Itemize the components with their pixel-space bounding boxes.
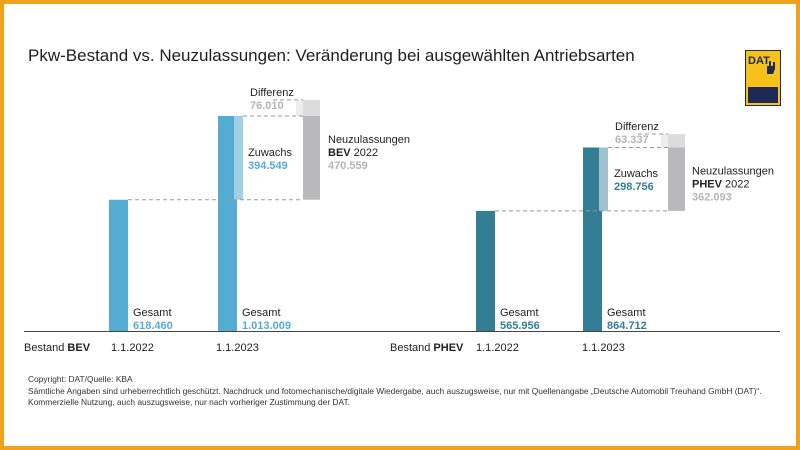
bar-value-label: 864.712 xyxy=(607,320,647,332)
registrations-type-label: BEV 2022 xyxy=(328,147,378,159)
growth-bar-phev xyxy=(599,147,608,211)
axis-group-label: Bestand BEV xyxy=(24,342,91,354)
difference-value-label: 76.010 xyxy=(250,100,284,112)
registrations-bar-bev xyxy=(303,116,320,200)
difference-bar-bev xyxy=(303,99,320,116)
category-tick-label: 1.1.2022 xyxy=(111,342,154,354)
footer-copyright: Copyright: DAT/Quelle: KBA xyxy=(28,374,133,384)
bar-label-gesamt: Gesamt xyxy=(500,307,539,319)
axis-group-label: Bestand PHEV xyxy=(390,342,464,354)
difference-value-label: 63.337 xyxy=(615,134,649,146)
bar-phev-2023 xyxy=(583,147,602,331)
registrations-label: Neuzulassungen xyxy=(692,165,774,177)
chart-svg: Gesamt618.460Gesamt1.013.009Zuwachs394.5… xyxy=(24,87,780,354)
footer-line-2: Kommerzielle Nutzung, auch auszugsweise,… xyxy=(28,397,350,407)
dat-logo: DAT xyxy=(745,50,781,106)
car-icon xyxy=(748,87,778,103)
difference-shade-bev xyxy=(296,99,303,116)
bar-value-label: 618.460 xyxy=(133,320,173,332)
registrations-bar-phev xyxy=(668,147,685,211)
growth-bar-bev xyxy=(234,116,243,200)
difference-label: Differenz xyxy=(615,121,659,133)
hand-icon xyxy=(767,61,775,74)
registrations-value-label: 470.559 xyxy=(328,160,368,172)
bar-value-label: 565.956 xyxy=(500,320,540,332)
category-tick-label: 1.1.2022 xyxy=(476,342,519,354)
footer-line-1: Sämtliche Angaben sind urheberrechtlich … xyxy=(28,385,762,396)
bar-label-gesamt: Gesamt xyxy=(242,307,281,319)
chart-title: Pkw-Bestand vs. Neuzulassungen: Veränder… xyxy=(28,46,635,65)
growth-label: Zuwachs xyxy=(614,168,659,180)
footer: Copyright: DAT/Quelle: KBA Sämtliche Ang… xyxy=(28,374,788,409)
bar-bev-2022 xyxy=(109,199,128,331)
registrations-label: Neuzulassungen xyxy=(328,134,410,146)
category-tick-label: 1.1.2023 xyxy=(582,342,625,354)
difference-bar-phev xyxy=(668,134,685,148)
registrations-value-label: 362.093 xyxy=(692,191,732,203)
category-tick-label: 1.1.2023 xyxy=(216,342,259,354)
bar-phev-2022 xyxy=(476,210,495,331)
growth-value-label: 298.756 xyxy=(614,181,654,193)
difference-label: Differenz xyxy=(250,87,294,99)
bar-label-gesamt: Gesamt xyxy=(607,307,646,319)
bar-bev-2023 xyxy=(218,116,237,331)
registrations-type-label: PHEV 2022 xyxy=(692,178,750,190)
logo-text: DAT xyxy=(748,55,770,67)
difference-shade-phev xyxy=(661,134,668,148)
bar-label-gesamt: Gesamt xyxy=(133,307,172,319)
growth-label: Zuwachs xyxy=(248,147,293,159)
bar-value-label: 1.013.009 xyxy=(242,320,291,332)
growth-value-label: 394.549 xyxy=(248,160,288,172)
